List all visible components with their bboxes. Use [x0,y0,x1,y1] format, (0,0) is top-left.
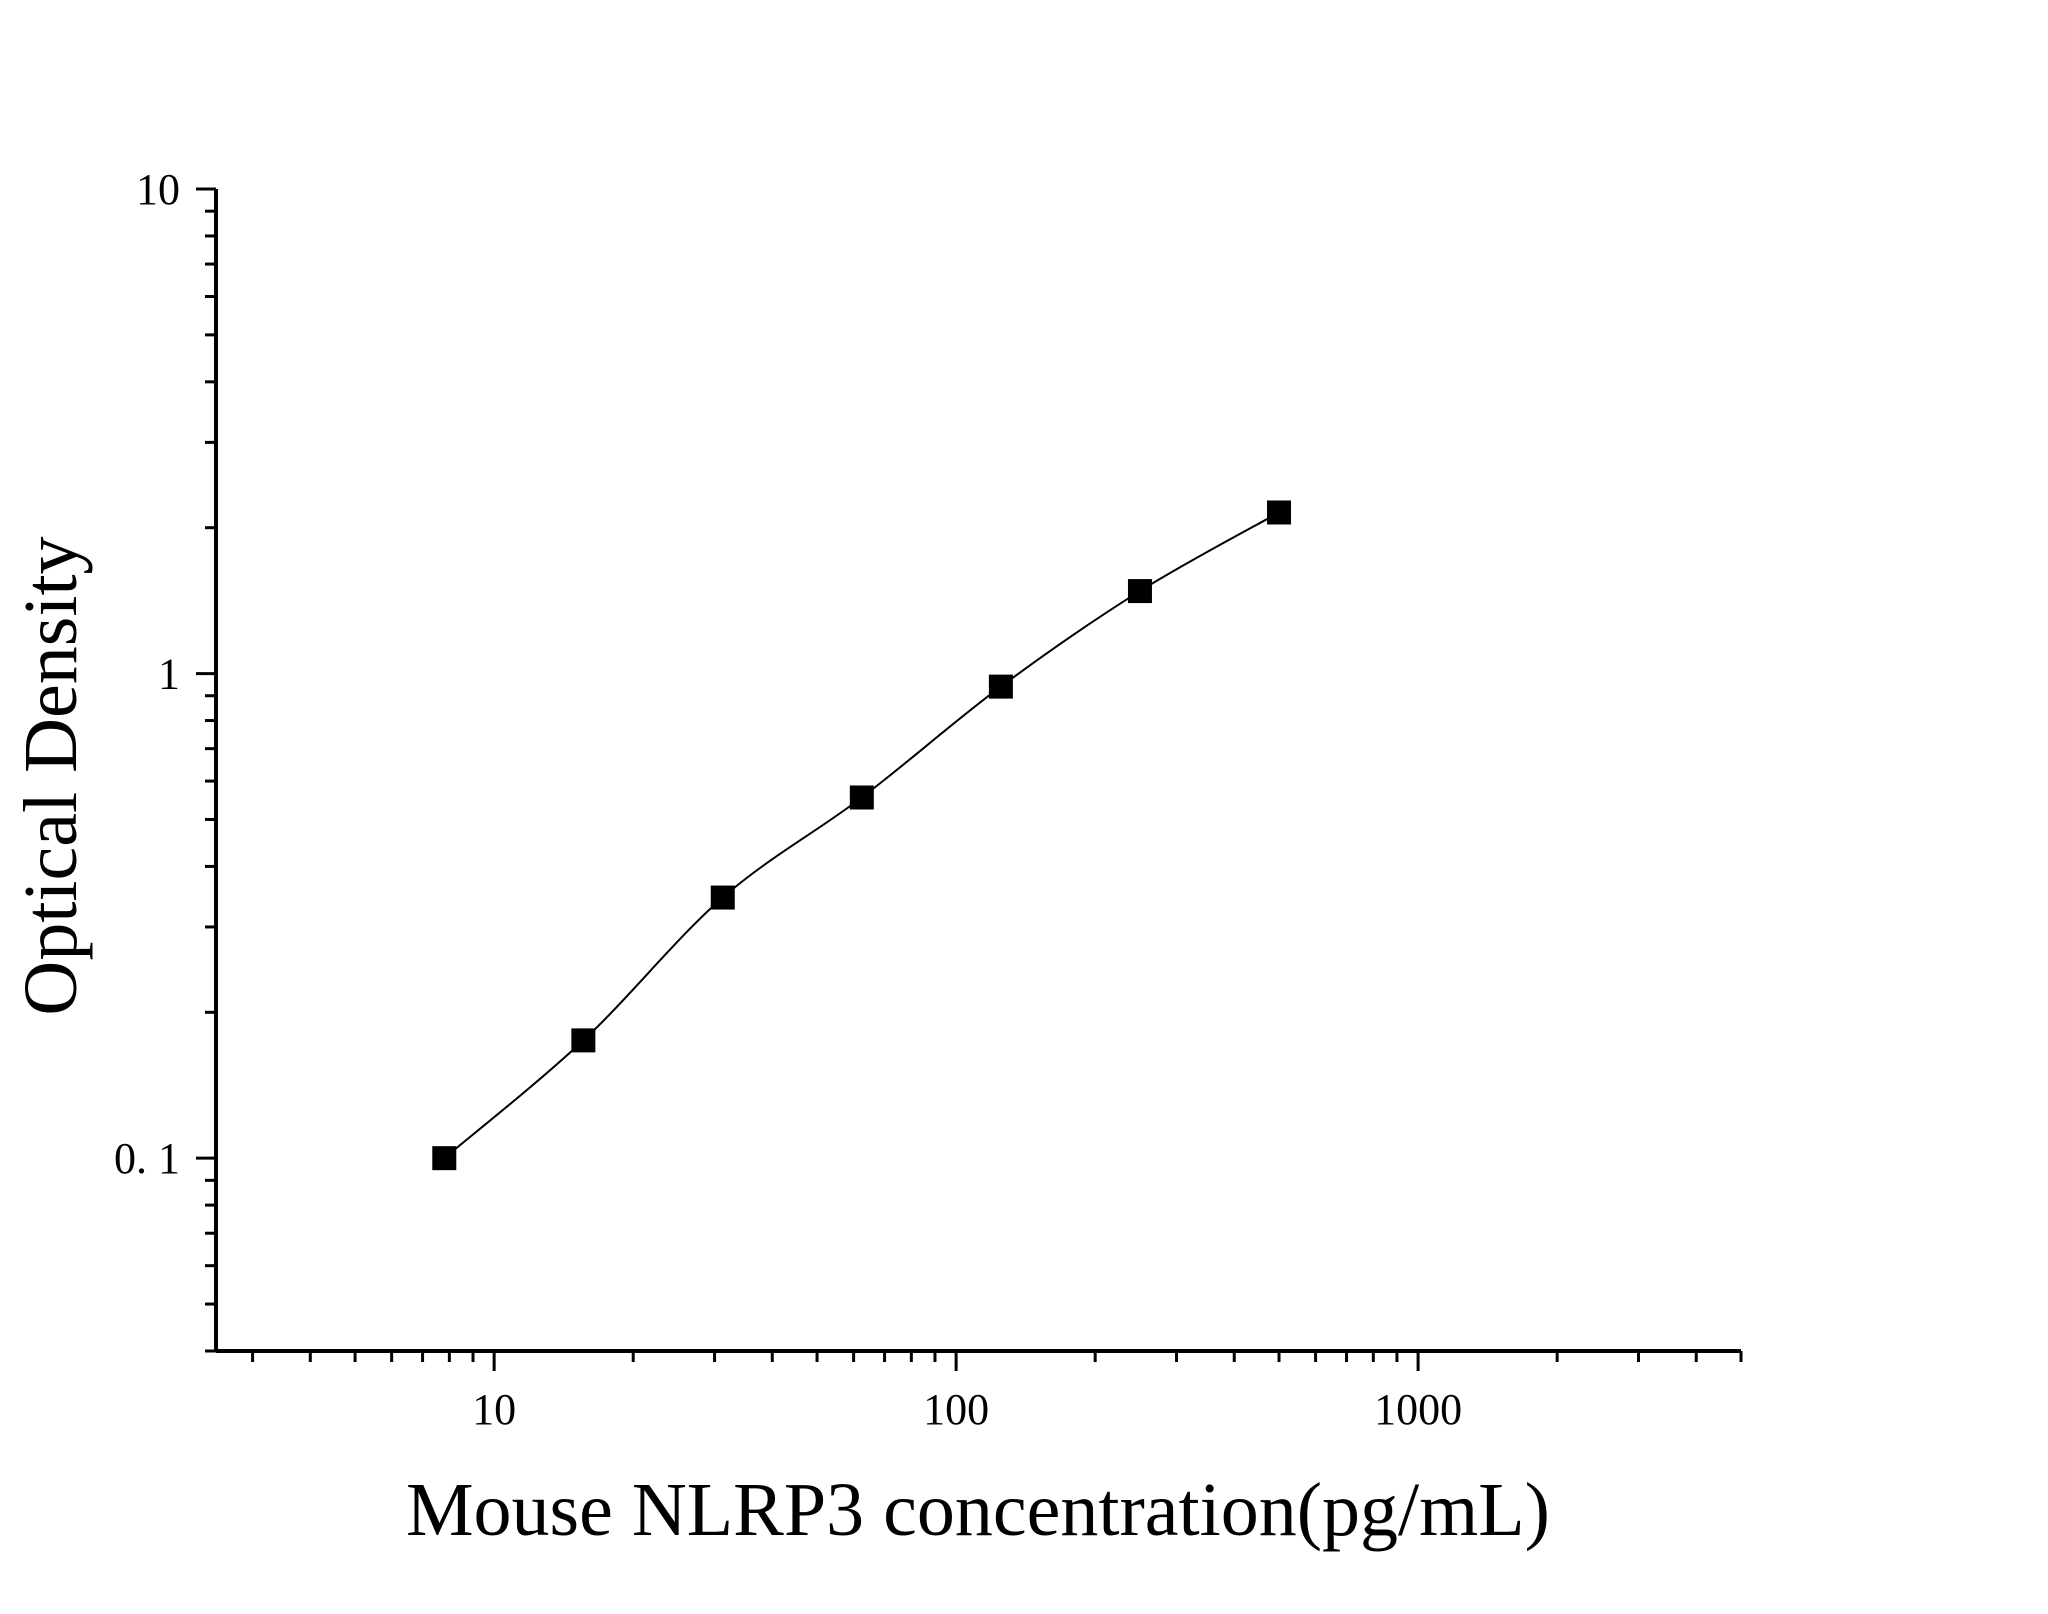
axes [214,189,1741,1353]
data-point [1267,500,1292,525]
fit-curve [443,511,1280,1159]
data-point [710,885,735,910]
x-tick-label: 100 [923,1385,989,1434]
data-points [432,500,1292,1171]
ticks [196,187,1743,1371]
y-axis-title: Optical Density [9,536,93,1015]
y-tick-label: 0. 1 [114,1134,180,1183]
data-point [571,1028,596,1053]
x-tick-label: 10 [472,1385,516,1434]
tick-labels: 10 100 1000 10 1 0. 1 [114,165,1462,1434]
x-tick-label: 1000 [1374,1385,1462,1434]
data-point [432,1146,457,1171]
y-tick-label: 1 [158,650,180,699]
data-point [988,674,1013,699]
x-axis-title: Mouse NLRP3 concentration(pg/mL) [406,1468,1550,1552]
data-point [849,785,874,810]
y-tick-label: 10 [136,165,180,214]
fit-curve-group [443,511,1280,1159]
data-point [1127,579,1152,604]
